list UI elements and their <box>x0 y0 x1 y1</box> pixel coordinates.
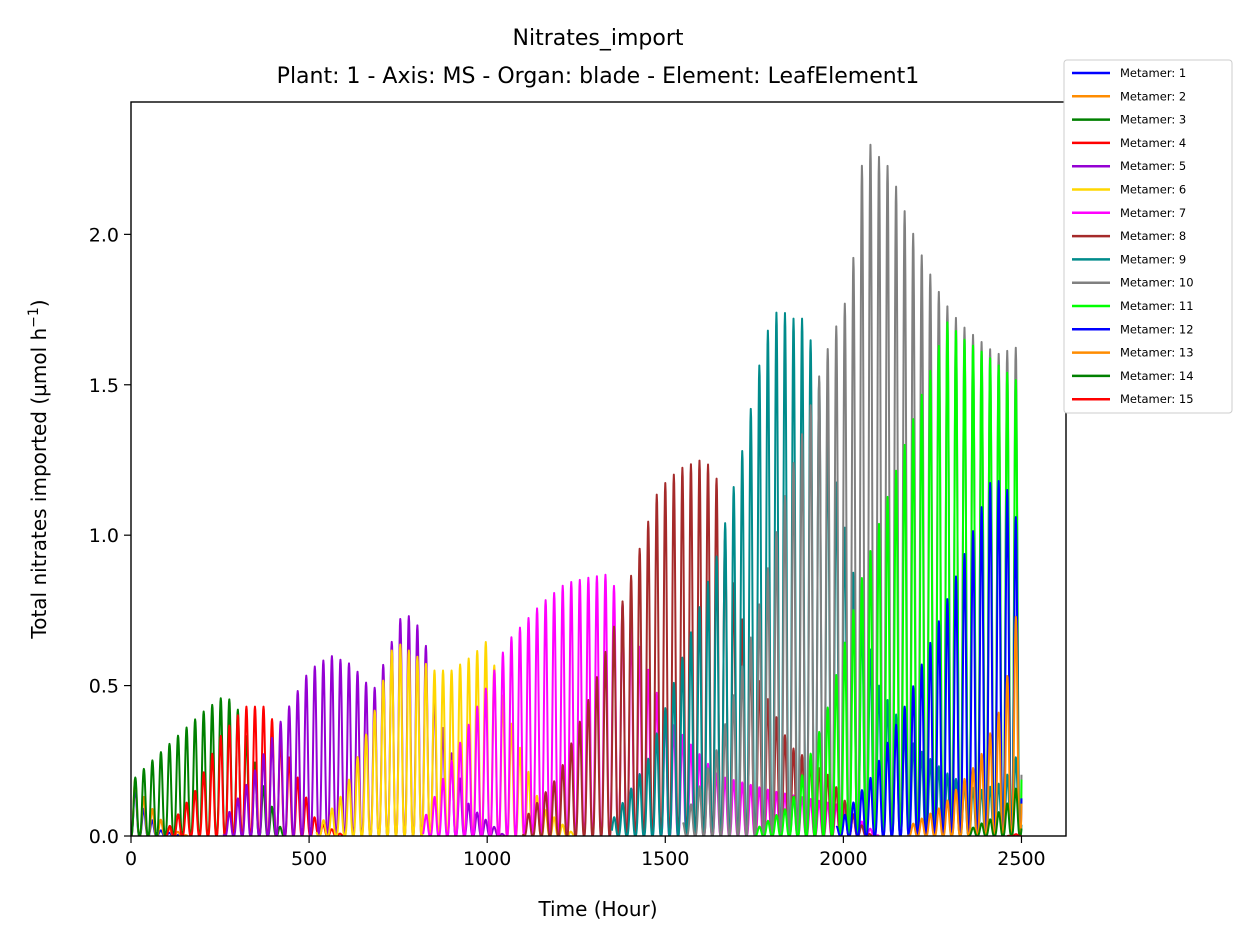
x-tick-label: 2500 <box>997 848 1045 870</box>
legend-label: Metamer: 6 <box>1120 183 1186 197</box>
legend: Metamer: 1 Metamer: 2 Metamer: 3 Metamer: 4… <box>1063 59 1233 414</box>
y-axis: 0.0 0.5 1.0 1.5 2.0 <box>89 224 131 848</box>
chart-title: Nitrates_import <box>513 26 684 51</box>
x-tick-label: 1000 <box>463 848 511 870</box>
y-axis-label-main: Total nitrates imported (µmol h <box>27 328 51 640</box>
legend-label: Metamer: 5 <box>1120 159 1186 173</box>
legend-label: Metamer: 12 <box>1120 322 1194 336</box>
y-tick-label: 2.0 <box>89 224 119 246</box>
y-tick-label: 1.5 <box>89 375 119 397</box>
legend-label: Metamer: 11 <box>1120 299 1194 313</box>
legend-label: Metamer: 14 <box>1120 369 1194 383</box>
y-tick-label: 0.0 <box>89 826 119 848</box>
series-line <box>835 480 1023 836</box>
y-axis-label: Total nitrates imported (µmol h−1) <box>26 299 51 639</box>
legend-label: Metamer: 2 <box>1120 89 1186 103</box>
x-axis: 0 500 1000 1500 2000 2500 <box>125 836 1046 870</box>
x-axis-label: Time (Hour) <box>537 897 657 921</box>
y-axis-label-end: ) <box>27 299 51 307</box>
legend-box <box>1063 59 1233 414</box>
legend-label: Metamer: 13 <box>1120 346 1194 360</box>
legend-label: Metamer: 7 <box>1120 206 1186 220</box>
legend-label: Metamer: 8 <box>1120 229 1186 243</box>
x-tick-label: 500 <box>291 848 327 870</box>
plot-frame <box>130 101 1067 837</box>
legend-label: Metamer: 9 <box>1120 252 1186 266</box>
x-tick-label: 0 <box>125 848 137 870</box>
legend-label: Metamer: 1 <box>1120 66 1186 80</box>
y-tick-label: 0.5 <box>89 676 119 698</box>
plot-lines <box>131 143 1023 836</box>
series-line <box>165 705 346 836</box>
y-tick-label: 1.0 <box>89 525 119 547</box>
legend-label: Metamer: 15 <box>1120 392 1194 406</box>
legend-label: Metamer: 3 <box>1120 113 1186 127</box>
chart-subtitle: Plant: 1 - Axis: MS - Organ: blade - Ele… <box>277 64 920 89</box>
legend-label: Metamer: 10 <box>1120 276 1194 290</box>
x-tick-label: 1500 <box>641 848 689 870</box>
legend-label: Metamer: 4 <box>1120 136 1186 150</box>
y-axis-label-exponent: −1 <box>26 307 42 328</box>
x-tick-label: 2000 <box>819 848 867 870</box>
